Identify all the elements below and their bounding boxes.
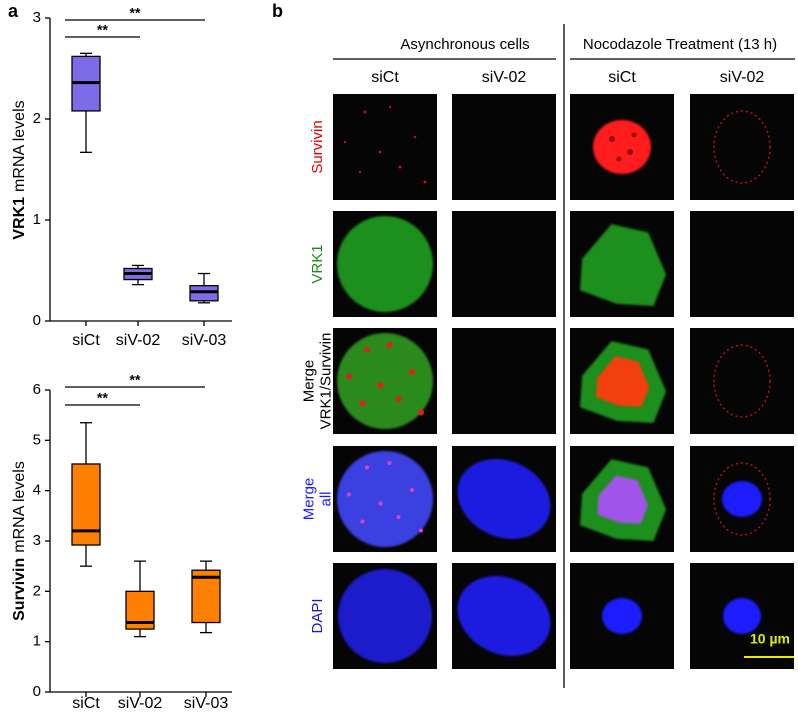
y-tick-label: 3 (33, 532, 41, 549)
box (189, 284, 219, 302)
signal-dot (388, 105, 392, 109)
signal-dot (358, 170, 362, 174)
merge-cell (337, 333, 433, 429)
y-tick-label: 0 (33, 312, 41, 329)
signal-dot (413, 135, 417, 139)
y-tick-label: 0 (33, 683, 41, 700)
column-label: siV-02 (482, 69, 527, 86)
y-axis-label: VRK1 mRNA levels (11, 100, 28, 239)
column-label: siCt (371, 69, 399, 86)
signal-dot (609, 136, 615, 142)
micrograph (452, 211, 556, 317)
nucleus (338, 569, 432, 663)
column-group: Asynchronous cells (400, 36, 529, 53)
panel-label: b (272, 1, 283, 21)
y-tick-label: 1 (33, 211, 41, 228)
signal-dot (360, 519, 365, 524)
signal-dot (627, 149, 633, 155)
y-tick-label: 3 (33, 9, 41, 26)
survivin-ring (713, 344, 771, 418)
box (191, 569, 221, 624)
signal-dot (418, 409, 424, 416)
signal-dot (387, 461, 392, 465)
signal-dot (365, 465, 369, 470)
signal-dot (378, 150, 382, 154)
vrk1-cell (580, 224, 667, 306)
significance-label: ** (97, 390, 108, 406)
signal-dot (616, 156, 622, 162)
y-tick-label: 5 (33, 431, 41, 448)
survivin-ring (713, 110, 771, 184)
y-tick-label: 1 (33, 633, 41, 650)
x-tick-label: siV-02 (116, 332, 161, 349)
x-tick-label: siCt (72, 695, 100, 712)
panel-label: a (8, 1, 19, 21)
box (71, 463, 101, 546)
signal-dot (364, 346, 370, 353)
row-label: all (317, 491, 334, 506)
survivin-ring (713, 462, 771, 536)
significance-label: ** (130, 5, 141, 21)
y-tick-label: 6 (33, 381, 41, 398)
row-label: VRK1 (309, 244, 326, 283)
signal-dot (386, 342, 393, 348)
y-axis-label-text: mRNA levels (11, 100, 28, 192)
y-axis-label-text: mRNA levels (11, 461, 28, 553)
signal-dot (423, 180, 427, 184)
row-label: Merge (300, 478, 317, 521)
micrograph (452, 328, 556, 434)
column-label: siV-02 (720, 69, 765, 86)
signal-dot (398, 165, 402, 169)
scale-bar-label: 10 µm (750, 631, 790, 647)
merge-patch (597, 475, 649, 524)
x-tick-label: siV-02 (118, 695, 163, 712)
micrograph (690, 328, 794, 434)
micrograph (690, 94, 794, 200)
signal-dot (378, 501, 383, 506)
nucleus (457, 459, 551, 539)
x-tick-label: siV-03 (182, 332, 227, 349)
significance-label: ** (130, 372, 141, 388)
micrograph (690, 211, 794, 317)
micrograph (333, 94, 437, 200)
signal-dot (409, 369, 415, 375)
signal-dot (396, 515, 401, 519)
y-tick-label: 2 (33, 582, 41, 599)
y-tick-label: 4 (33, 482, 41, 499)
y-axis-label-bold: VRK1 (11, 197, 28, 240)
signal-dot (410, 488, 414, 492)
micrograph (452, 94, 556, 200)
x-tick-label: siV-03 (184, 695, 229, 712)
nucleus (602, 598, 642, 634)
signal-dot (419, 528, 423, 533)
row-label: Merge (300, 360, 317, 403)
merge-all-cell (337, 451, 433, 547)
signal-dot (346, 373, 352, 380)
signal-dot (359, 400, 366, 407)
x-tick-label: siCt (72, 332, 100, 349)
survivin-blob (593, 120, 651, 174)
nucleus (722, 481, 762, 517)
nucleus (723, 598, 761, 634)
y-axis-label-bold: Survivin (11, 558, 28, 621)
row-label: VRK1/Survivin (317, 333, 334, 430)
column-label: siCt (608, 69, 636, 86)
column-group: Nocodazole Treatment (13 h) (583, 36, 777, 53)
merge-patch (596, 356, 650, 407)
signal-dot (631, 132, 637, 138)
significance-label: ** (97, 22, 108, 38)
row-label: DAPI (309, 598, 326, 633)
signal-dot (377, 382, 384, 389)
signal-dot (395, 396, 402, 402)
nucleus (457, 576, 551, 656)
row-label: Survivin (309, 120, 326, 173)
signal-dot (343, 140, 347, 144)
vrk1-cell (337, 216, 433, 312)
signal-dot (363, 110, 367, 114)
y-axis-label: Survivin mRNA levels (11, 461, 28, 621)
signal-dot (347, 492, 351, 497)
y-tick-label: 2 (33, 110, 41, 127)
